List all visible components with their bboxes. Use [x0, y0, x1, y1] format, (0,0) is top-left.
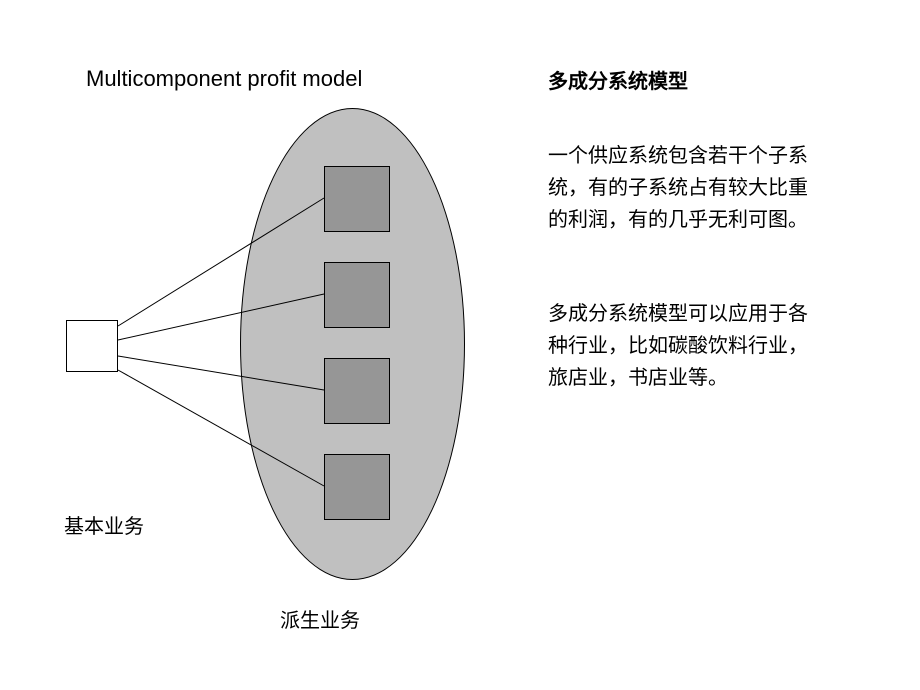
target-square-3: [324, 358, 390, 424]
target-square-2: [324, 262, 390, 328]
text-para2: 多成分系统模型可以应用于各种行业，比如碳酸饮料行业，旅店业，书店业等。: [548, 298, 816, 394]
target-label: 派生业务: [280, 604, 360, 633]
source-square: [66, 320, 118, 372]
text-para1: 一个供应系统包含若干个子系统，有的子系统占有较大比重的利润，有的几乎无利可图。: [548, 140, 816, 236]
diagram-title: Multicomponent profit model: [86, 66, 362, 92]
source-label: 基本业务: [64, 510, 144, 539]
text-heading: 多成分系统模型: [548, 66, 688, 98]
target-square-1: [324, 166, 390, 232]
target-square-4: [324, 454, 390, 520]
